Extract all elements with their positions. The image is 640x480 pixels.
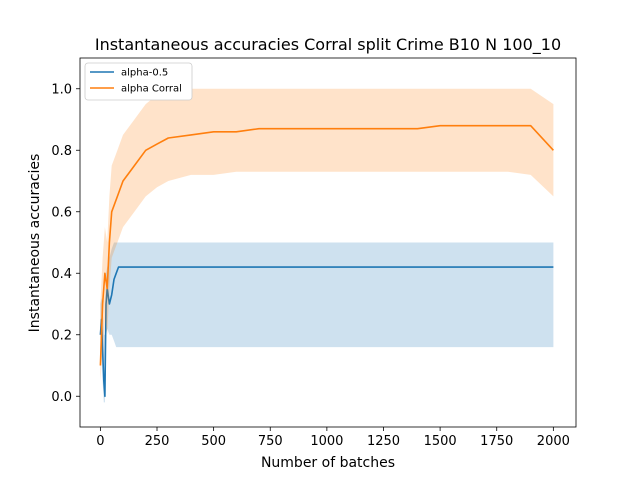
x-tick-label: 1750 <box>480 434 513 449</box>
x-tick-label: 250 <box>145 434 170 449</box>
band-alpha-0-5 <box>100 242 554 403</box>
y-tick-label: 1.0 <box>51 82 72 97</box>
y-tick-label: 0.4 <box>51 267 72 282</box>
chart-title: Instantaneous accuracies Corral split Cr… <box>95 35 561 55</box>
axes-frame <box>79 57 577 428</box>
band-alpha-corral <box>100 88 554 381</box>
y-tick-label: 0.2 <box>51 328 72 343</box>
legend: alpha-0.5 alpha Corral <box>84 62 193 101</box>
y-tick-label: 0.6 <box>51 205 72 220</box>
line-alpha-0-5 <box>99 266 554 398</box>
x-tick-label: 1000 <box>310 434 343 449</box>
x-tick-label: 750 <box>258 434 283 449</box>
legend-label-alpha-0.5: alpha-0.5 <box>121 68 168 79</box>
x-tick-label: 500 <box>201 434 226 449</box>
y-tick-label: 0.8 <box>51 144 72 159</box>
y-tick-label: 0.0 <box>51 390 72 405</box>
y-axis-label: Instantaneous accuracies <box>27 154 43 333</box>
x-axis: 0 250 500 750 1000 1250 1500 1750 2000 <box>96 427 570 449</box>
x-tick-label: 0 <box>96 434 104 449</box>
x-tick-label: 1500 <box>424 434 457 449</box>
y-axis: 0.0 0.2 0.4 0.6 0.8 1.0 <box>51 82 80 405</box>
line-alpha-corral <box>99 124 554 366</box>
legend-label-alpha-corral: alpha Corral <box>121 84 182 95</box>
plot-area <box>99 88 554 403</box>
x-axis-label: Number of batches <box>261 455 395 471</box>
x-tick-label: 2000 <box>537 434 570 449</box>
x-tick-label: 1250 <box>367 434 400 449</box>
